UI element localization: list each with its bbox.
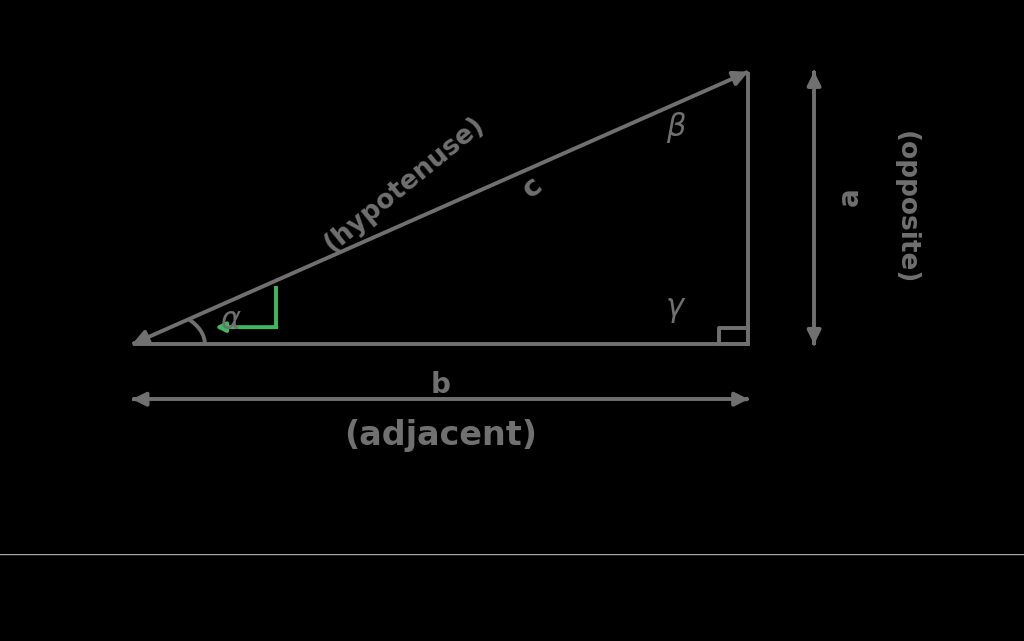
Text: $\gamma$: $\gamma$ bbox=[666, 296, 686, 325]
Text: $\beta$: $\beta$ bbox=[666, 110, 686, 145]
Text: a: a bbox=[836, 187, 864, 206]
Text: c: c bbox=[517, 171, 548, 204]
Text: $\mathbf{Figure\ 3\!\!-\!\!1:}$ A right triangle with angles $\mathbf{\alpha}$, : $\mathbf{Figure\ 3\!\!-\!\!1:}$ A right … bbox=[147, 587, 877, 609]
Text: $\alpha$: $\alpha$ bbox=[219, 306, 242, 335]
Text: (hypotenuse): (hypotenuse) bbox=[319, 112, 489, 257]
Text: (opposite): (opposite) bbox=[893, 131, 920, 285]
Text: (adjacent): (adjacent) bbox=[344, 419, 537, 452]
Text: b: b bbox=[430, 371, 451, 399]
